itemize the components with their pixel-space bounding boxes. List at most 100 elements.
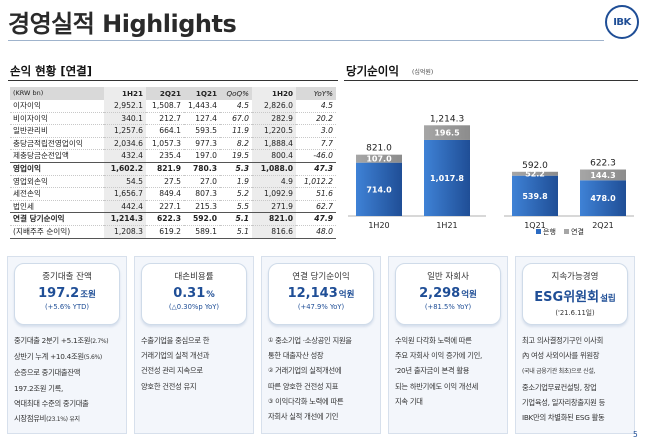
desc-small: (23.1%) 유지	[46, 416, 80, 424]
table-row: 영업이익 1,602.2 821.9 780.3 5.3 1,088.0 47.3	[10, 161, 336, 176]
row-label: 비이자이익	[10, 112, 104, 126]
card-header: 일반 자회사 2,298억원 (+81.5% YoY)	[395, 263, 501, 325]
desc-line: 시장점유비(23.1%) 유지	[14, 411, 124, 427]
desc-number: ②	[268, 367, 274, 375]
card-title: 대손비용률	[174, 272, 214, 282]
cell-qoq: 8.2	[220, 137, 252, 151]
desc-line: 따른 양호한 건전성 지표	[268, 379, 378, 394]
card-value-number: 0.31	[173, 286, 206, 301]
desc-number: ①	[268, 337, 274, 344]
data-label-consol: 196.5	[434, 129, 460, 138]
cell-yoy: 20.2	[296, 112, 336, 126]
chart-section-divider	[344, 80, 638, 81]
cell-1h21: 1,214.3	[104, 212, 146, 226]
desc-line: ① 중소기업 ·소상공인 지원을	[268, 333, 378, 348]
cell-yoy: 4.5	[296, 100, 336, 113]
card-header: 중기대출 잔액 197.2조원 (+5.6% YTD)	[14, 263, 120, 325]
card-description: ① 중소기업 ·소상공인 지원을 통한 대출자산 성장 ② 거래기업의 실적개선…	[268, 333, 378, 424]
cell-2q21: 1,057.3	[146, 137, 184, 151]
desc-line: IBK만의 차별화된 ESG 활동	[522, 413, 605, 423]
page-number: 5	[633, 430, 638, 439]
card-description: 수출기업을 중심으로 한 거래기업의 실적 개선과 건전성 관리 지속으로 양호…	[141, 333, 251, 394]
table-row: 세전손익 1,656.7 849.4 807.3 5.2 1,092.9 51.6	[10, 187, 336, 201]
table-row: 이자이익 2,952.1 1,508.7 1,443.4 4.5 2,826.0 4.5	[10, 100, 336, 113]
desc-number: ③	[268, 397, 274, 405]
data-label-total: 592.0	[522, 161, 548, 171]
card-value-number: 2,298	[419, 286, 461, 301]
desc-line: 內 여성 사외이사를 위원장	[522, 351, 600, 361]
desc-text: 시장점유비	[14, 414, 47, 424]
desc-line: 상반기 누계 +10.4조원(5.6%)	[14, 349, 124, 365]
bar-consol-1Q21	[512, 171, 558, 176]
cell-1q21: 807.3	[184, 187, 220, 201]
row-label: 영업이익	[10, 161, 104, 176]
cell-1h20: 1,088.0	[252, 161, 296, 176]
table-header-row: (KRW bn) 1H21 2Q21 1Q21 QoQ% 1H20 YoY%	[10, 87, 336, 100]
card-value-number: ESG위원회	[534, 290, 600, 305]
card-value-unit: 억원	[461, 290, 477, 300]
row-label: 영업외손익	[10, 175, 104, 189]
cell-qoq: 5.1	[220, 225, 252, 239]
bar-bank-2Q21	[580, 180, 626, 216]
cell-yoy: 47.3	[296, 161, 336, 176]
data-label-total: 821.0	[366, 144, 392, 154]
cell-2q21: 235.4	[146, 149, 184, 163]
desc-line: (국내 금융기관 최초)으로 신설,	[522, 363, 632, 379]
card-header: 지속가능경영 ESG위원회설립 ('21.6.11일)	[522, 263, 628, 325]
cell-2q21: 27.5	[146, 175, 184, 189]
card-consolidated-net-income: 연결 당기순이익 12,143억원 (+47.9% YoY) ① 중소기업 ·소…	[261, 256, 381, 434]
data-label-consol: 107.0	[366, 155, 392, 164]
cell-1q21: 589.1	[184, 225, 220, 239]
desc-text: 따른 양호한 건전성 지표	[268, 381, 339, 391]
cell-2q21: 849.4	[146, 187, 184, 201]
table-row: 영업외손익 54.5 27.5 27.0 1.9 4.9 1,012.2	[10, 175, 336, 189]
cell-1h21: 432.4	[104, 149, 146, 163]
bar-consol-1H20	[356, 154, 402, 163]
table-section-divider	[8, 80, 338, 81]
desc-line: '20년 출자금이 본격 활용	[395, 366, 470, 376]
card-header: 연결 당기순이익 12,143억원 (+47.9% YoY)	[268, 263, 374, 325]
desc-line: 역대최대 수준의 중기대출	[14, 398, 89, 408]
card-value: 12,143억원	[269, 286, 373, 301]
cell-yoy: 3.0	[296, 124, 336, 138]
table-row: (지배주주 순이익) 1,208.3 619.2 589.1 5.1 816.6 48.0	[10, 225, 336, 239]
col-header-1q21: 1Q21	[184, 87, 220, 100]
chart-unit-label: (십억원)	[412, 69, 434, 76]
table-row: 제충당금순전입액 432.4 235.4 197.0 19.5 800.4 -46.0	[10, 149, 336, 163]
row-label: 충당금적립전영업이익	[10, 137, 104, 151]
cell-qoq: 1.9	[220, 175, 252, 189]
cell-1h20: 800.4	[252, 149, 296, 163]
cell-1q21: 215.3	[184, 200, 220, 214]
cell-yoy: 48.0	[296, 225, 336, 239]
desc-line: 순증으로 중기대출잔액	[14, 368, 81, 378]
cell-2q21: 821.9	[146, 161, 184, 176]
cell-1q21: 1,443.4	[184, 100, 220, 113]
cell-yoy: 62.7	[296, 200, 336, 214]
desc-line: 양호한 건전성 유지	[141, 381, 197, 391]
cell-2q21: 227.1	[146, 200, 184, 214]
col-header-2q21: 2Q21	[146, 87, 184, 100]
cell-1q21: 780.3	[184, 161, 220, 176]
cell-1h20: 821.0	[252, 212, 296, 226]
col-header-1h20: 1H20	[252, 87, 296, 100]
card-subtitle: ('21.6.11일)	[555, 309, 595, 317]
row-label: 이자이익	[10, 100, 104, 113]
cell-1h20: 816.6	[252, 225, 296, 239]
cell-1h20: 1,092.9	[252, 187, 296, 201]
desc-text: 거래기업의 실적개선에	[273, 366, 342, 376]
card-title: 연결 당기순이익	[292, 272, 350, 282]
card-header: 대손비용률 0.31% (△0.30%p YoY)	[141, 263, 247, 325]
x-tick-label: 1Q21	[524, 221, 546, 230]
desc-line: 건전성 관리 지속으로	[141, 366, 203, 376]
desc-text: 중기대출 2분기 +5.1조원	[14, 336, 91, 345]
card-value: 2,298억원	[396, 286, 500, 301]
bar-bank-1Q21	[512, 175, 558, 216]
cell-2q21: 664.1	[146, 124, 184, 138]
row-label: 법인세	[10, 200, 104, 214]
cell-qoq: 11.9	[220, 124, 252, 138]
data-label-bank: 539.8	[522, 192, 548, 201]
desc-small: (국내 금융기관 최초)으로 신설,	[522, 368, 596, 376]
ibk-logo: IBK	[605, 5, 639, 39]
card-title: 지속가능경영	[551, 272, 599, 282]
